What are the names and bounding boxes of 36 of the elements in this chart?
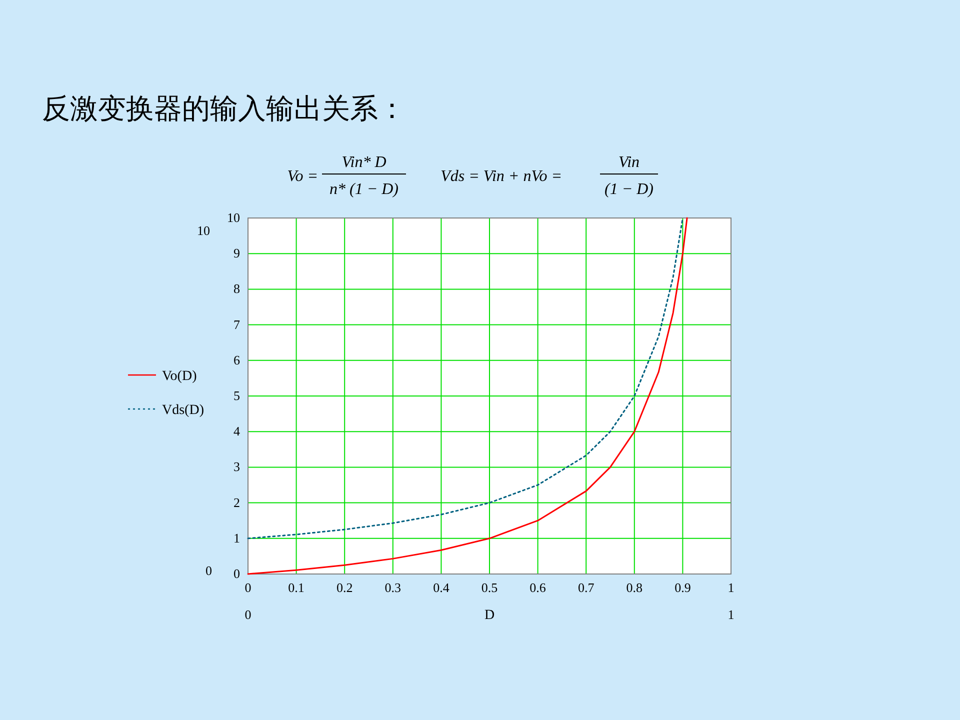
x-tick-label: 0.4	[433, 580, 450, 595]
text: Vin	[618, 154, 640, 171]
text: 10	[197, 223, 210, 238]
y-tick-label: 1	[234, 530, 240, 546]
y-tick-label: 8	[234, 281, 240, 296]
y-tick-label: 5	[234, 388, 240, 403]
x-tick-label: 0.7	[578, 580, 595, 595]
y-tick-label: 4	[234, 424, 240, 439]
text: 1	[728, 607, 734, 622]
y-tick-label: 0	[234, 566, 240, 581]
x-tick-label: 0.9	[674, 580, 691, 595]
text: Vo =	[287, 168, 318, 185]
x-tick-label: 0	[244, 580, 252, 595]
x-tick-label: 0.5	[481, 580, 498, 595]
y-tick-label: 10	[227, 210, 240, 225]
x-axis-title: D	[484, 608, 495, 623]
legend-label: Vds(D)	[162, 403, 204, 418]
text: Vds = Vin + nVo =	[440, 168, 562, 185]
y-tick-label: 9	[234, 246, 240, 261]
x-tick-label: 0.8	[626, 580, 643, 595]
text: Vin* D	[342, 154, 387, 171]
x-tick-label: 0.2	[336, 580, 353, 595]
y-tick-label: 2	[234, 494, 240, 510]
x-tick-label: 1	[728, 580, 734, 595]
text: (1 − D)	[604, 181, 654, 198]
y-tick-label: 7	[234, 316, 240, 332]
legend-label: Vo(D)	[162, 369, 198, 384]
text: 0	[206, 563, 212, 578]
text: 0	[244, 607, 252, 622]
x-tick-label: 0.1	[288, 580, 304, 595]
x-tick-label: 0.3	[384, 580, 402, 595]
chart-title: 反激变换器的输入输出关系：	[42, 92, 406, 125]
y-tick-label: 6	[234, 352, 240, 368]
x-tick-label: 0.6	[530, 580, 546, 595]
text: n* (1 − D)	[329, 181, 399, 198]
y-tick-label: 3	[234, 459, 240, 474]
